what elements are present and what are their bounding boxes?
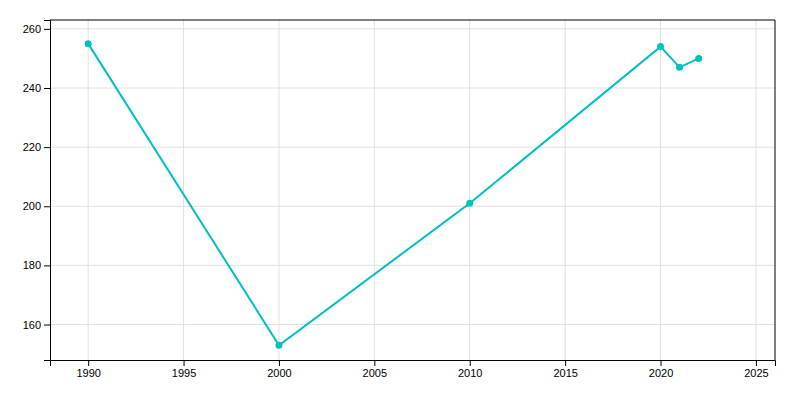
x-tick-mark [279,360,280,366]
y-tick-label: 220 [23,141,41,153]
point [85,40,92,47]
x-grid-line [469,20,470,360]
x-tick-label: 2025 [744,367,768,379]
series [85,40,703,349]
x-tick-label: 2015 [553,367,577,379]
x-tick-mark [565,360,566,366]
y-tick: 160 [23,319,50,331]
y-tick: 260 [23,23,50,35]
x-grid-line [565,20,566,360]
frame-right [775,20,776,360]
point [695,55,702,62]
y-axis-line [44,21,51,361]
y-tick-label: 160 [23,319,41,331]
y-tick-label: 200 [23,200,41,212]
x-grid-line [88,20,89,360]
x-grid-line [183,20,184,360]
x-tick-label: 2005 [363,367,387,379]
grid [50,20,775,360]
x-tick-label: 1990 [76,367,100,379]
x-tick: 2015 [553,360,577,379]
point [676,64,683,71]
y-tick-label: 240 [23,82,41,94]
y-tick-mark [44,206,50,207]
y-grid-line [50,324,775,325]
x-tick-label: 1995 [172,367,196,379]
x-tick: 2025 [744,360,768,379]
y-tick: 240 [23,82,50,94]
y-grid-line [50,28,775,29]
x-tick: 2000 [267,360,291,379]
y-tick-mark [44,265,50,266]
y-tick: 180 [23,259,50,271]
x-axis: 1990 1995 2000 2005 2010 2015 2020 2025 [51,360,776,379]
plot-area: 1990 1995 2000 2005 2010 2015 2020 2025 160 180 20… [23,20,776,379]
line [88,44,699,346]
y-tick-mark [44,325,50,326]
x-tick-mark [470,360,471,366]
frame-top [50,20,775,21]
x-tick-label: 2020 [649,367,673,379]
y-tick-mark [44,147,50,148]
y-tick-label: 260 [23,23,41,35]
y-tick: 220 [23,141,50,153]
x-tick-mark [374,360,375,366]
y-grid-line [50,265,775,266]
x-tick-mark [184,360,185,366]
x-tick: 1995 [172,360,196,379]
x-tick: 2005 [363,360,387,379]
x-grid-line [278,20,279,360]
y-tick-label: 180 [23,259,41,271]
point [275,342,282,349]
chart-container: 1990 1995 2000 2005 2010 2015 2020 2025 160 180 20… [0,0,800,400]
x-tick-label: 2010 [458,367,482,379]
y-grid-line [50,88,775,89]
x-tick-label: 2000 [267,367,291,379]
y-axis: 160 180 200 220 240 260 [23,21,51,361]
y-tick: 200 [23,200,50,212]
y-grid-line [50,206,775,207]
x-tick-mark [88,360,89,366]
x-grid-line [755,20,756,360]
point [466,200,473,207]
y-grid-line [50,147,775,148]
chart-svg: 1990 1995 2000 2005 2010 2015 2020 2025 160 180 20… [0,0,800,400]
x-tick: 2010 [458,360,482,379]
x-tick-mark [661,360,662,366]
x-grid-line [374,20,375,360]
x-grid-line [660,20,661,360]
x-tick: 1990 [76,360,100,379]
x-axis-line [51,361,776,367]
y-tick-mark [44,29,50,30]
point [657,43,664,50]
x-tick-mark [756,360,757,366]
x-tick: 2020 [649,360,673,379]
y-tick-mark [44,88,50,89]
